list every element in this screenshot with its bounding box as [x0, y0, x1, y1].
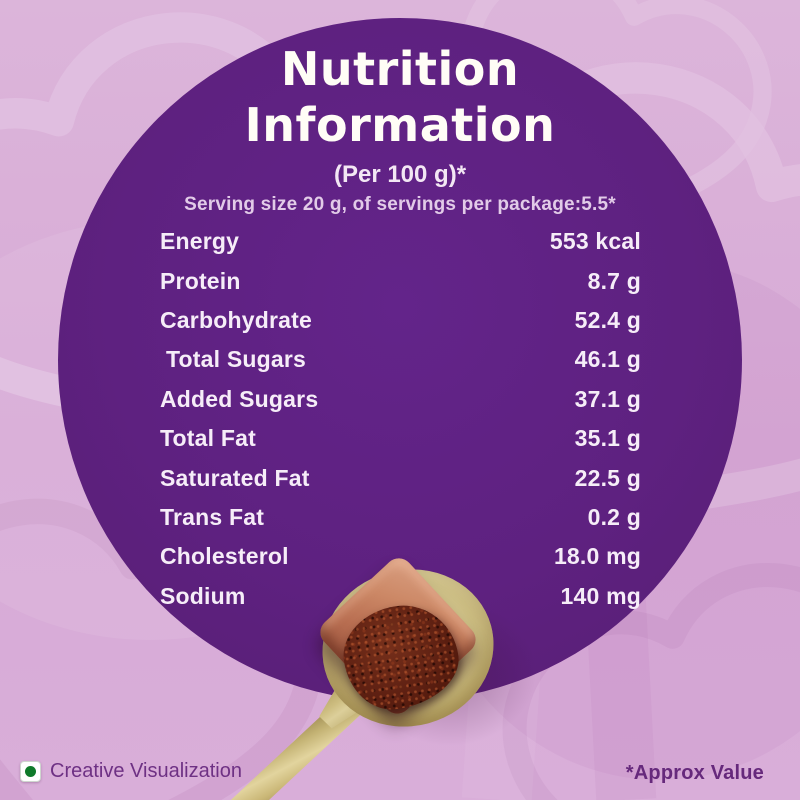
serving-size-line: Serving size 20 g, of servings per packa… — [184, 194, 616, 215]
table-row-energy: Energy 553 kcal — [160, 222, 641, 261]
table-row-carbohydrate: Carbohydrate 52.4 g — [160, 301, 641, 340]
row-value: 0.2 g — [587, 503, 641, 530]
table-row-total-sugars: Total Sugars 46.1 g — [160, 340, 641, 379]
table-row-added-sugars: Added Sugars 37.1 g — [160, 380, 641, 419]
table-row-cholesterol: Cholesterol 18.0 mg — [160, 537, 641, 576]
row-label: Energy — [160, 228, 240, 255]
table-row-total-fat: Total Fat 35.1 g — [160, 419, 641, 458]
footer-left: Creative Visualization — [20, 760, 242, 783]
row-label: Added Sugars — [160, 385, 319, 412]
row-value: 140 mg — [560, 582, 641, 609]
page-title-line2: Information — [244, 98, 556, 152]
row-value: 46.1 g — [574, 346, 641, 373]
row-value: 52.4 g — [574, 306, 641, 333]
table-row-saturated-fat: Saturated Fat 22.5 g — [160, 458, 641, 497]
table-row-sodium: Sodium 140 mg — [160, 577, 641, 616]
row-label: Total Fat — [160, 425, 256, 452]
row-value: 18.0 mg — [553, 543, 641, 570]
row-value: 553 kcal — [549, 228, 641, 255]
veg-green-dot-icon — [25, 766, 36, 777]
row-label: Cholesterol — [160, 543, 289, 570]
row-value: 37.1 g — [574, 385, 641, 412]
row-value: 35.1 g — [574, 425, 641, 452]
row-label: Saturated Fat — [160, 464, 310, 491]
table-row-protein: Protein 8.7 g — [160, 261, 641, 300]
table-row-trans-fat: Trans Fat 0.2 g — [160, 498, 641, 537]
row-label: Total Sugars — [166, 346, 306, 373]
page-title-line1: Nutrition — [280, 42, 520, 96]
approx-value-note: *Approx Value — [625, 762, 764, 784]
row-label: Carbohydrate — [160, 306, 312, 333]
creative-visualization-note: Creative Visualization — [50, 760, 242, 782]
per-100g-subtitle: (Per 100 g)* — [333, 161, 467, 188]
row-label: Sodium — [160, 582, 246, 609]
nutrition-table: Energy 553 kcal Protein 8.7 g Carbohydra… — [160, 222, 641, 616]
row-value: 8.7 g — [587, 267, 641, 294]
row-value: 22.5 g — [574, 464, 641, 491]
veg-mark-icon — [20, 761, 41, 782]
row-label: Trans Fat — [160, 503, 265, 530]
row-label: Protein — [160, 267, 241, 294]
